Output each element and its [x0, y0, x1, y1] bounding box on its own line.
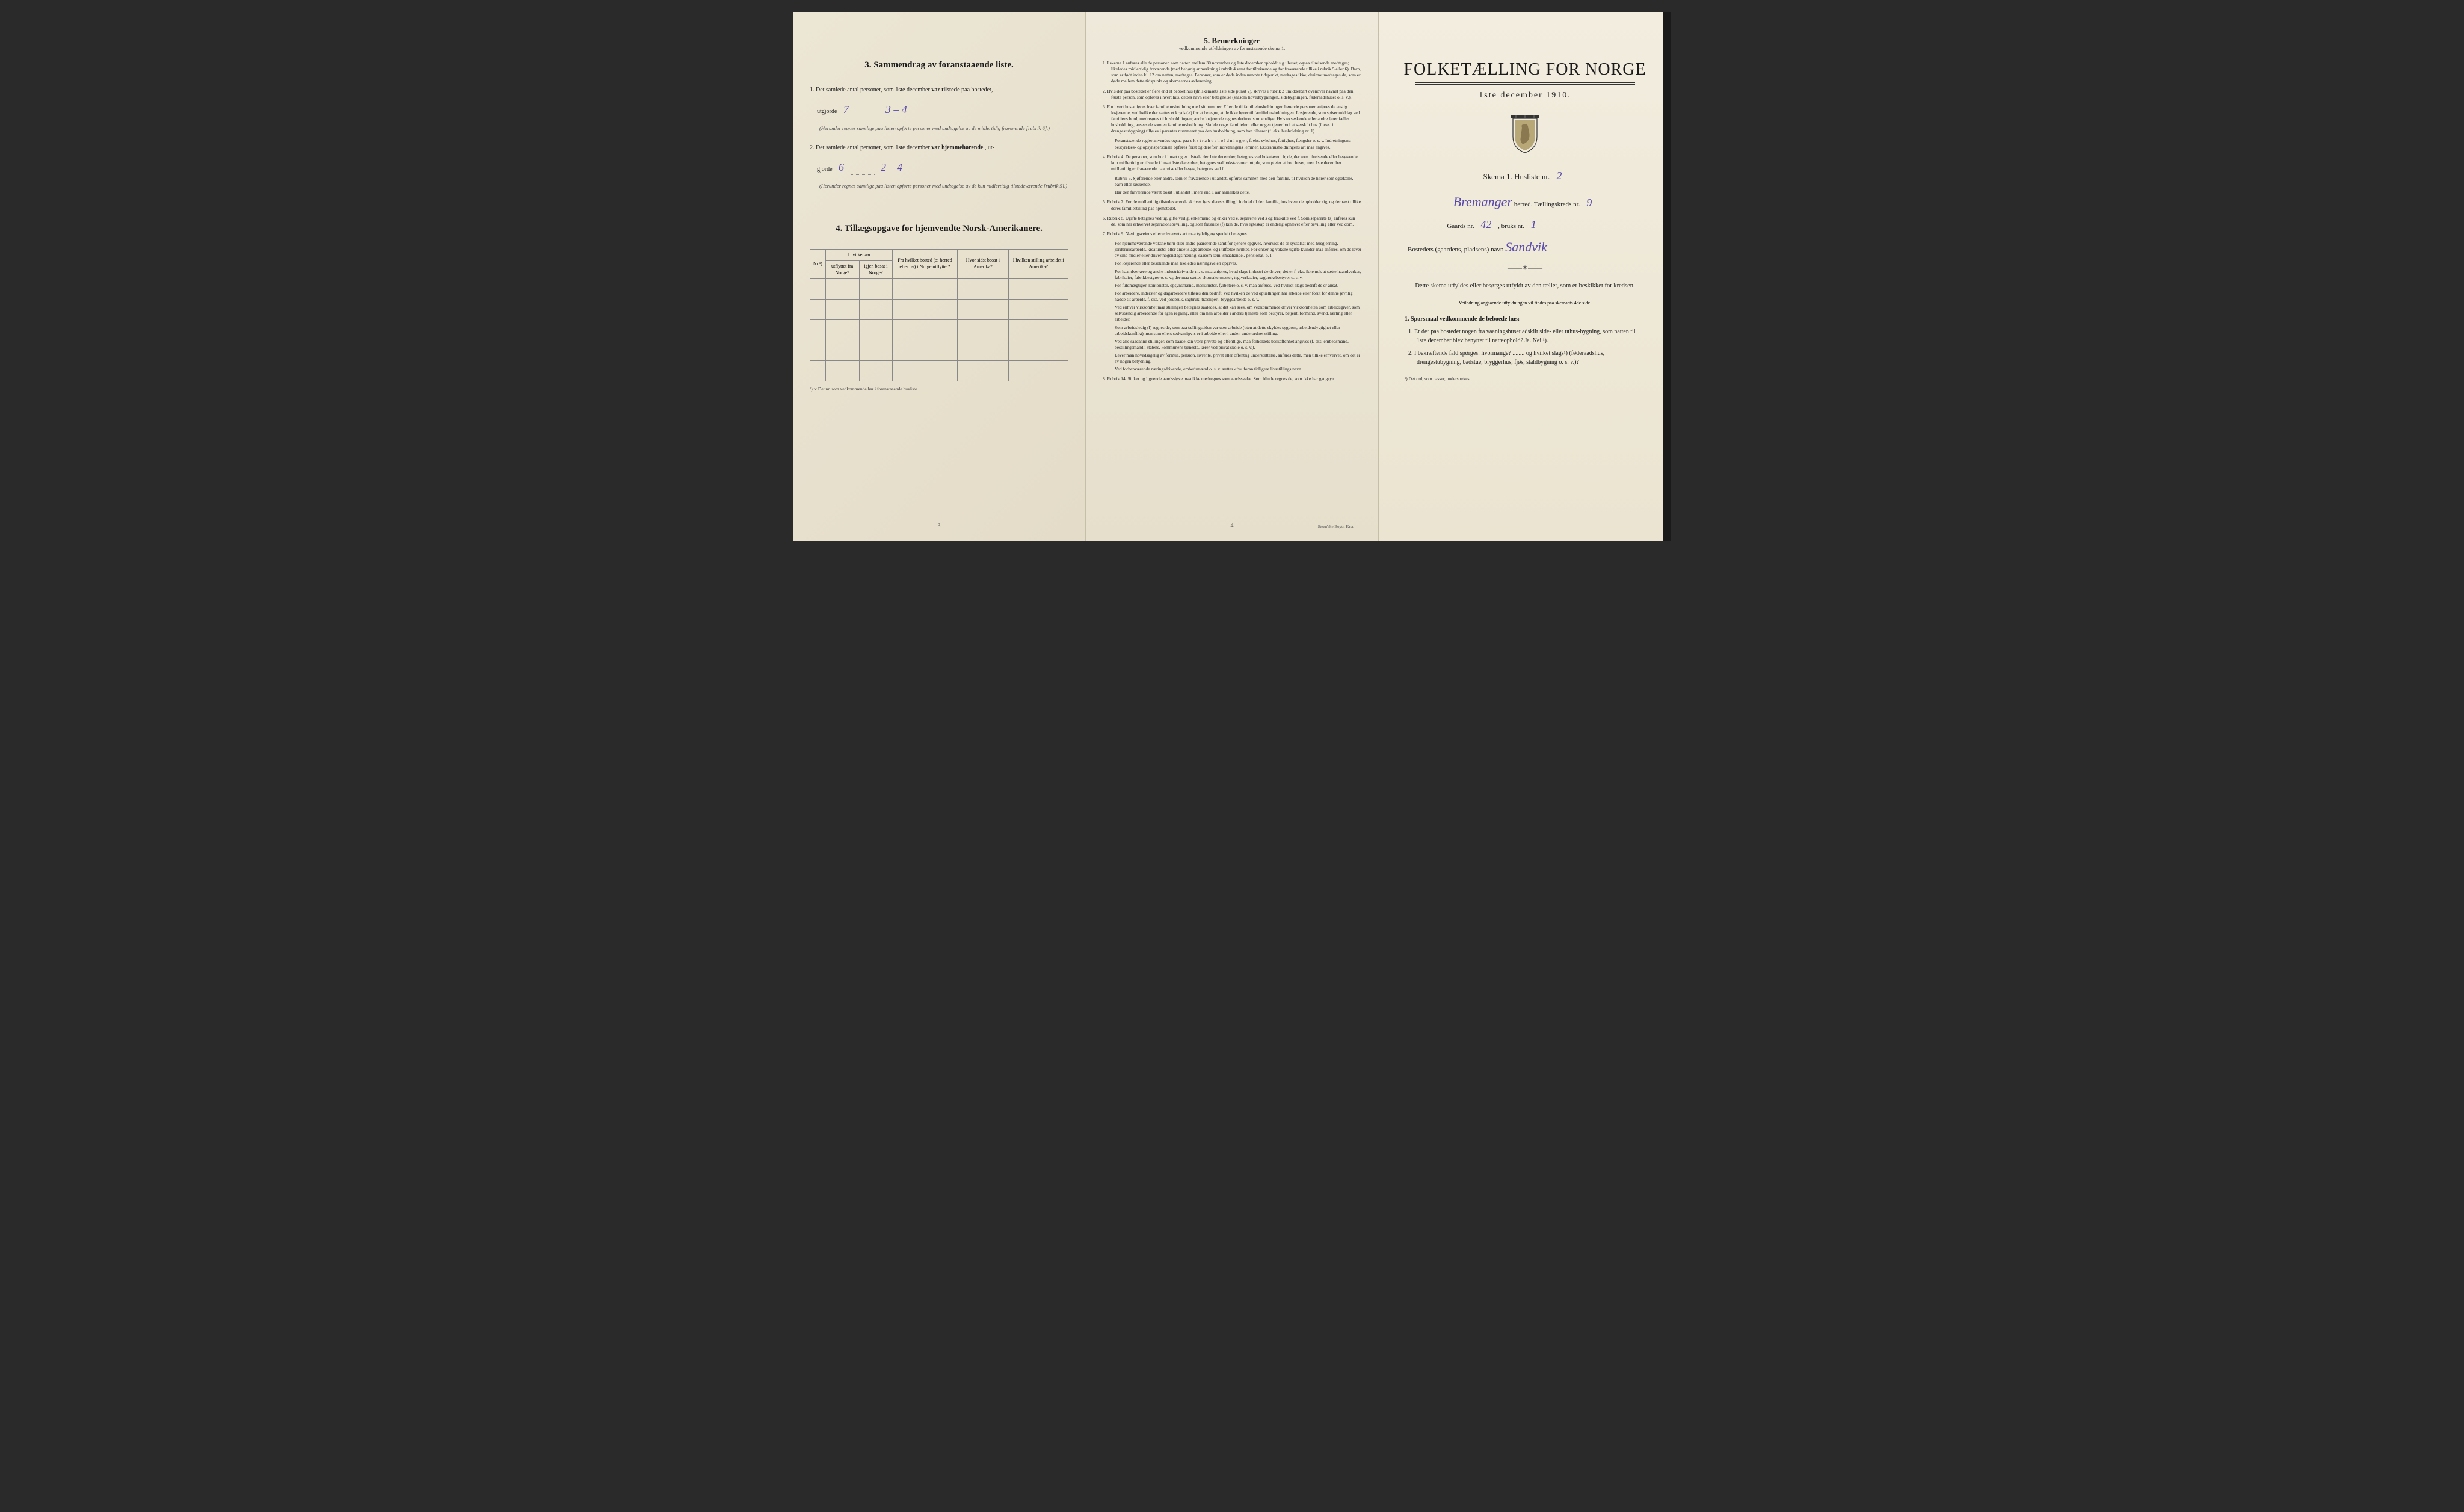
- item1-bold: var tilstede: [931, 87, 959, 93]
- item2-note: (Herunder regnes samtlige paa listen opf…: [810, 182, 1068, 191]
- item-2-line2: gjorde 6 2 – 4: [810, 159, 1068, 176]
- item2-hand2: 2 – 4: [876, 161, 907, 173]
- table-section-4: Nr.¹) I hvilket aar Fra hvilket bosted (…: [810, 249, 1068, 381]
- table-row: [810, 299, 1068, 319]
- remark-4b: Har den fraværende været bosat i utlande…: [1103, 189, 1361, 195]
- remark-7j: Ved forhenværende næringsdrivende, embed…: [1103, 366, 1361, 372]
- remark-2: 2. Hvis der paa bostedet er flere end ét…: [1103, 88, 1361, 100]
- remarks-body: 1. I skema 1 anføres alle de personer, s…: [1103, 60, 1361, 383]
- page-middle: 5. Bemerkninger vedkommende utfyldningen…: [1086, 12, 1379, 541]
- th-e: I hvilken stilling arbeidet i Amerika?: [1009, 249, 1068, 278]
- remark-7d: For fuldmægtiger, kontorister, opsynsmæn…: [1103, 283, 1361, 289]
- gaards-label: Gaards nr.: [1447, 223, 1474, 230]
- q1-text: 1. Er der paa bostedet nogen fra vaaning…: [1408, 328, 1636, 344]
- remark-6: 6. Rubrik 8. Ugifte betegnes ved ug, gif…: [1103, 215, 1361, 227]
- q2-text: 2. I bekræftende fald spørges: hvormange…: [1408, 350, 1604, 366]
- question-2: 2. I bekræftende fald spørges: hvormange…: [1405, 349, 1645, 367]
- remark-7b: For losjerende eller besøkende maa likel…: [1103, 260, 1361, 266]
- table-row: [810, 360, 1068, 381]
- remark-3: 3. For hvert hus anføres hver familiehus…: [1103, 104, 1361, 135]
- remark-7c: For haandverkere og andre industridriven…: [1103, 269, 1361, 281]
- skema-line: Skema 1. Husliste nr. 2: [1396, 170, 1654, 182]
- dotted: [1543, 223, 1603, 230]
- husliste-nr-hand: 2: [1552, 170, 1567, 182]
- herred-row: Bremanger herred. Tællingskreds nr. 9: [1396, 194, 1654, 210]
- remark-4a: Rubrik 6. Sjøfarende eller andre, som er…: [1103, 176, 1361, 188]
- remark-1: 1. I skema 1 anføres alle de personer, s…: [1103, 60, 1361, 85]
- item2-l2: gjorde: [817, 166, 834, 173]
- section-5-title: 5. Bemerkninger: [1103, 36, 1361, 46]
- item1-hand2: 3 – 4: [881, 103, 912, 115]
- section-3-title: 3. Sammendrag av foranstaaende liste.: [810, 60, 1068, 70]
- question-1: 1. Er der paa bostedet nogen fra vaaning…: [1405, 327, 1645, 345]
- census-title: FOLKETÆLLING FOR NORGE: [1396, 60, 1654, 79]
- bruks-nr-hand: 1: [1526, 218, 1541, 230]
- th-aar: I hvilket aar: [825, 249, 893, 260]
- item1-hand1: 7: [839, 103, 854, 115]
- remark-8: 8. Rubrik 14. Sinker og lignende aandssl…: [1103, 376, 1361, 382]
- section-5-subtitle: vedkommende utfyldningen av foranstaaend…: [1103, 46, 1361, 51]
- kreds-nr-hand: 9: [1582, 197, 1597, 209]
- item-2: 2. Det samlede antal personer, som 1ste …: [810, 143, 1068, 153]
- item-1: 1. Det samlede antal personer, som 1ste …: [810, 85, 1068, 95]
- herred-label: herred. Tællingskreds nr.: [1514, 201, 1580, 208]
- remark-7g: Som arbeidsledig (l) regnes de, som paa …: [1103, 325, 1361, 337]
- ornament-icon: ――✶――: [1396, 263, 1654, 272]
- item2-post: , ut-: [985, 144, 994, 151]
- remark-7e: For arbeidere, inderster og dagarbeidere…: [1103, 290, 1361, 303]
- item1-pre: 1. Det samlede antal personer, som 1ste …: [810, 87, 931, 93]
- remark-7a: For hjemmeværende voksne børn eller andr…: [1103, 241, 1361, 259]
- table-row: [810, 340, 1068, 360]
- item1-post: paa bostedet,: [961, 87, 993, 93]
- th-c: Fra hvilket bosted (ɔ: herred eller by) …: [893, 249, 957, 278]
- skema-label: Skema 1. Husliste nr.: [1483, 172, 1550, 181]
- item1-l2: utgjorde: [817, 108, 839, 115]
- page-left: 3. Sammendrag av foranstaaende liste. 1.…: [793, 12, 1086, 541]
- title-rule: [1415, 82, 1635, 85]
- gaards-nr-hand: 42: [1476, 218, 1496, 230]
- table-row: [810, 319, 1068, 340]
- bosted-label: Bostedets (gaardens, pladsens) navn: [1408, 246, 1505, 253]
- th-a: utflyttet fra Norge?: [825, 261, 859, 279]
- item-1-line2: utgjorde 7 3 – 4: [810, 101, 1068, 118]
- bruks-label: , bruks nr.: [1498, 223, 1524, 230]
- remark-5: 5. Rubrik 7. For de midlertidig tilstede…: [1103, 199, 1361, 211]
- document-spread: 3. Sammendrag av foranstaaende liste. 1.…: [793, 12, 1671, 541]
- page-right: FOLKETÆLLING FOR NORGE 1ste december 191…: [1379, 12, 1671, 541]
- table-row: [810, 278, 1068, 299]
- gaards-row: Gaards nr. 42 , bruks nr. 1: [1396, 218, 1654, 231]
- question-heading: 1. Spørsmaal vedkommende de beboede hus:: [1405, 315, 1645, 324]
- bosted-row: Bostedets (gaardens, pladsens) navn Sand…: [1396, 239, 1654, 255]
- remark-4: 4. Rubrik 4. De personer, som bor i huse…: [1103, 154, 1361, 172]
- coat-of-arms-icon: [1396, 115, 1654, 158]
- small-instruction: Veiledning angaaende utfyldningen vil fi…: [1396, 300, 1654, 306]
- item2-pre: 2. Det samlede antal personer, som 1ste …: [810, 144, 931, 151]
- remark-7i: Lever man hovedsagelig av formue, pensio…: [1103, 352, 1361, 364]
- section-4-title: 4. Tillægsopgave for hjemvendte Norsk-Am…: [810, 224, 1068, 234]
- item2-hand1: 6: [834, 161, 849, 173]
- remark-7: 7. Rubrik 9. Næringsveiens eller erhverv…: [1103, 231, 1361, 237]
- herred-hand: Bremanger: [1453, 194, 1512, 209]
- th-b: igjen bosat i Norge?: [859, 261, 893, 279]
- remark-7f: Ved enhver virksomhet maa stillingen bet…: [1103, 304, 1361, 322]
- item2-bold: var hjemmehørende: [931, 144, 983, 151]
- question-section: 1. Spørsmaal vedkommende de beboede hus:…: [1405, 315, 1645, 382]
- th-d: Hvor sidst bosat i Amerika?: [957, 249, 1009, 278]
- page-number: 3: [938, 523, 941, 529]
- footnote-1: ¹) ɔ: Det nr. som vedkommende har i fora…: [810, 386, 1068, 392]
- census-date: 1ste december 1910.: [1396, 91, 1654, 100]
- printer-mark: Steen'ske Bogtr. Kr.a.: [1317, 524, 1354, 529]
- item1-note: (Herunder regnes samtlige paa listen opf…: [810, 124, 1068, 133]
- remark-7h: Ved alle saadanne stillinger, som baade …: [1103, 339, 1361, 351]
- dotted: [851, 165, 875, 175]
- page-edge-dark: [1663, 12, 1671, 541]
- th-nr: Nr.¹): [810, 249, 826, 278]
- footnote-3: ¹) Det ord, som passer, understrekes.: [1405, 375, 1645, 382]
- table-body: [810, 278, 1068, 381]
- bosted-hand: Sandvik: [1505, 239, 1547, 254]
- instruction-text: Dette skema utfyldes eller besørges utfy…: [1408, 281, 1642, 291]
- page-number: 4: [1231, 523, 1234, 529]
- dotted: [855, 107, 879, 117]
- remark-3a: Foranstaaende regler anvendes ogsaa paa …: [1103, 138, 1361, 150]
